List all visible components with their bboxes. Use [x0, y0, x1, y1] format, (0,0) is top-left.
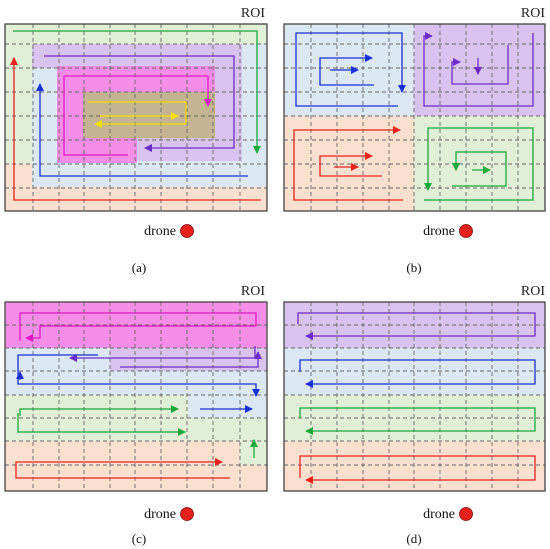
panel-b-region-lavender — [414, 24, 545, 116]
panel-c-border — [4, 301, 268, 492]
panel-a-caption: (a) — [132, 260, 146, 275]
panel-a-border — [4, 23, 268, 212]
panel-d-caption: (d) — [406, 531, 421, 546]
panel-d-region-lightblue — [284, 348, 545, 395]
panel-b-path-green-inner — [452, 151, 507, 187]
panel-c-region-lightblue-3 — [188, 395, 267, 418]
panel-b-path-purple-inner — [451, 45, 509, 85]
panel-a-path-green — [13, 30, 261, 154]
panel-a-drone-marker — [180, 224, 194, 238]
panel-a-path-red — [10, 57, 261, 201]
panel-b-path-blue-outer — [295, 32, 406, 107]
panel-b-path-green-outer — [424, 127, 534, 201]
panel-a-region-olive — [83, 92, 215, 138]
panel-b-path-red-outer — [293, 126, 403, 201]
panel-d-path-purple — [297, 312, 536, 340]
panel-b-roi-label: ROI — [521, 6, 545, 21]
panel-b-drone-marker — [459, 224, 473, 238]
panel-b-region-mint — [414, 116, 545, 211]
panel-d-roi-label: ROI — [521, 284, 545, 299]
panel-c-path-red — [15, 458, 230, 479]
panel-c-path-green-2 — [17, 413, 186, 436]
panel-c-region-magenta — [5, 302, 267, 348]
panel-c-path-blue — [17, 354, 260, 397]
panel-a: ROI drone (a) — [4, 6, 268, 275]
panel-b-path-red-inner — [319, 152, 382, 177]
panel-c-roi-label: ROI — [241, 284, 265, 299]
panel-a-path-yellow — [88, 101, 187, 128]
panel-c-region-peach — [5, 441, 267, 491]
panel-a-grid — [5, 24, 267, 211]
panel-d-path-green — [299, 407, 536, 435]
panel-c-drone-label: drone — [144, 507, 176, 522]
panel-d-region-peach — [284, 441, 545, 491]
panel-b: ROI drone (b) — [283, 6, 546, 275]
panel-d-path-red — [299, 455, 536, 484]
panel-c-path-purple-2 — [120, 351, 262, 368]
panel-c-grid — [5, 302, 267, 491]
panel-c-path-magenta — [19, 312, 257, 342]
panel-b-drone-label: drone — [423, 224, 455, 239]
panel-d-drone-marker — [459, 507, 473, 521]
panel-d: ROI drone (d) — [283, 284, 546, 546]
panel-d-path-blue — [299, 359, 536, 388]
panel-c-drone-marker — [180, 507, 194, 521]
panel-a-drone-label: drone — [144, 224, 176, 239]
panel-a-path-purple — [44, 55, 235, 152]
panel-b-path-purple-outer — [423, 32, 534, 107]
panel-d-region-mint — [284, 395, 545, 441]
panel-d-region-lavender — [284, 302, 545, 348]
panel-b-path-blue-inner — [319, 54, 374, 86]
panel-a-roi-label: ROI — [241, 6, 265, 21]
panel-b-region-peach — [284, 116, 414, 211]
panel-b-caption: (b) — [406, 260, 421, 275]
panel-d-drone-label: drone — [423, 507, 455, 522]
panel-c-region-mint-2 — [188, 418, 267, 441]
panel-b-border — [283, 23, 546, 212]
panel-b-grid — [284, 24, 545, 211]
panel-c-path-green — [19, 405, 179, 416]
panel-a-path-magenta — [63, 75, 212, 156]
panel-c: ROI drone (c) — [4, 284, 268, 546]
panel-c-caption: (c) — [132, 531, 146, 546]
panel-d-border — [283, 301, 546, 492]
panel-c-region-lightblue-2 — [110, 371, 267, 395]
panel-a-path-blue — [36, 83, 248, 177]
panel-c-region-lavender — [110, 348, 267, 371]
